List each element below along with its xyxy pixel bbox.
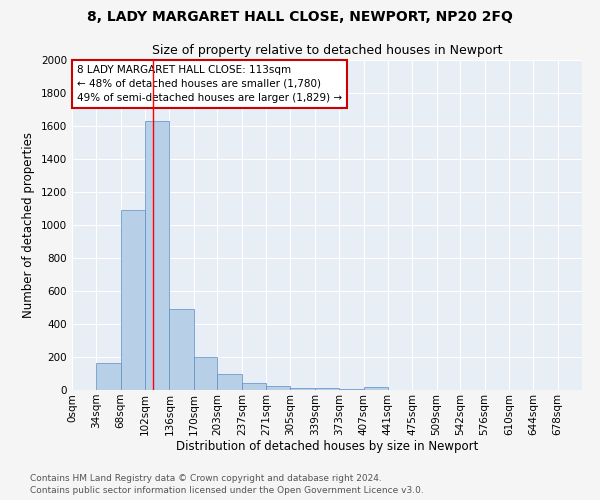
Bar xyxy=(217,374,242,390)
Bar xyxy=(145,121,169,390)
Bar xyxy=(266,386,290,390)
Bar xyxy=(97,363,121,390)
Text: Contains HM Land Registry data © Crown copyright and database right 2024.
Contai: Contains HM Land Registry data © Crown c… xyxy=(30,474,424,495)
Bar xyxy=(169,309,194,390)
Bar xyxy=(290,388,315,390)
Bar xyxy=(194,357,217,390)
Bar xyxy=(242,384,266,390)
Text: 8 LADY MARGARET HALL CLOSE: 113sqm
← 48% of detached houses are smaller (1,780)
: 8 LADY MARGARET HALL CLOSE: 113sqm ← 48%… xyxy=(77,65,342,103)
Title: Size of property relative to detached houses in Newport: Size of property relative to detached ho… xyxy=(152,44,502,58)
Bar xyxy=(364,386,388,390)
Bar xyxy=(121,210,145,390)
Text: 8, LADY MARGARET HALL CLOSE, NEWPORT, NP20 2FQ: 8, LADY MARGARET HALL CLOSE, NEWPORT, NP… xyxy=(87,10,513,24)
X-axis label: Distribution of detached houses by size in Newport: Distribution of detached houses by size … xyxy=(176,440,478,454)
Y-axis label: Number of detached properties: Number of detached properties xyxy=(22,132,35,318)
Bar xyxy=(315,388,339,390)
Bar xyxy=(339,389,364,390)
